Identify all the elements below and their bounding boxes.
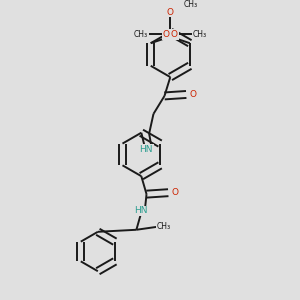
Text: O: O [167, 8, 174, 17]
Text: HN: HN [134, 206, 148, 215]
Text: O: O [189, 90, 196, 99]
Text: CH₃: CH₃ [157, 222, 171, 231]
Text: HN: HN [140, 145, 153, 154]
Text: O: O [163, 30, 170, 39]
Text: CH₃: CH₃ [184, 0, 198, 9]
Text: CH₃: CH₃ [134, 30, 148, 39]
Text: O: O [171, 188, 178, 197]
Text: CH₃: CH₃ [192, 30, 206, 39]
Text: O: O [171, 30, 178, 39]
